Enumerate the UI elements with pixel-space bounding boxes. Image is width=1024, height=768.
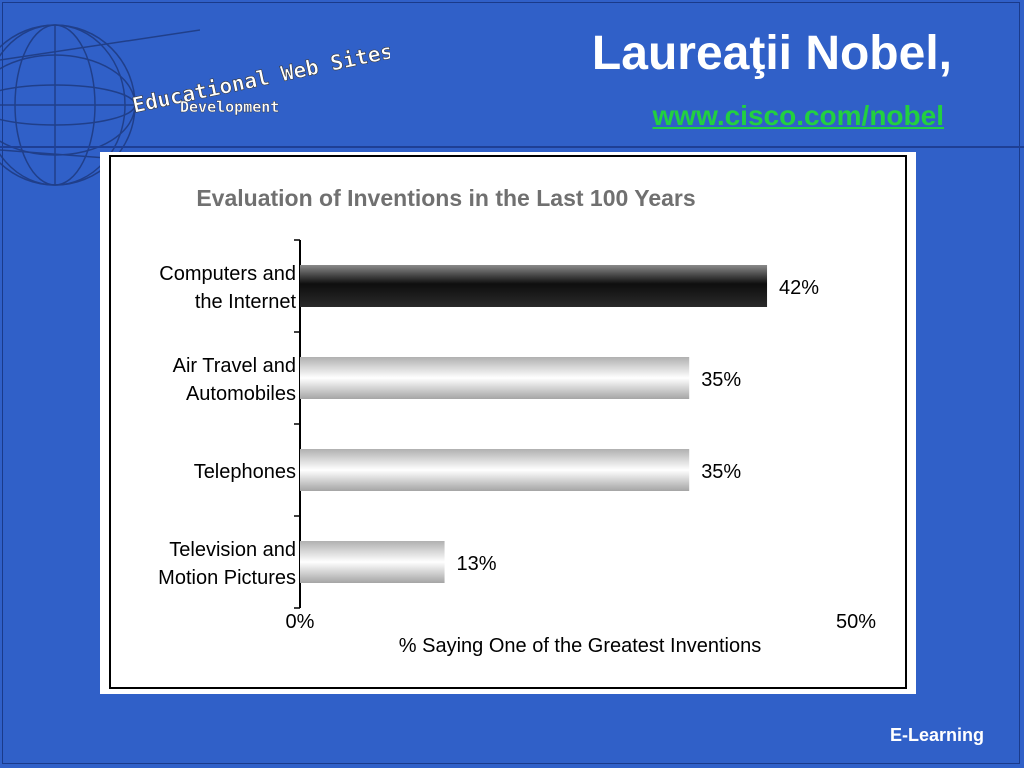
chart-card: Evaluation of Inventions in the Last 100… (100, 152, 916, 694)
bar (300, 265, 768, 307)
chart-frame (109, 155, 907, 689)
bar-value-label: 13% (457, 553, 497, 575)
logo-line2: Development (180, 98, 279, 116)
bar-value-label: 35% (701, 369, 741, 391)
category-label: Automobiles (186, 383, 296, 405)
category-label: Computers and (159, 263, 296, 285)
chart: Evaluation of Inventions in the Last 100… (109, 155, 907, 689)
category-label: the Internet (195, 291, 297, 313)
category-label: Telephones (194, 461, 296, 483)
bar (300, 357, 690, 399)
category-label: Air Travel and (173, 355, 296, 377)
x-tick-label: 0% (286, 611, 315, 633)
x-tick-label: 50% (836, 611, 876, 633)
bar (300, 449, 690, 491)
bar (300, 541, 445, 583)
category-label: Television and (169, 539, 296, 561)
header-rule (0, 146, 1024, 148)
x-axis-label: % Saying One of the Greatest Inventions (399, 635, 761, 657)
logo: Educational Web Sites Development (130, 40, 390, 118)
nobel-link[interactable]: www.cisco.com/nobel (652, 100, 944, 131)
category-label: Motion Pictures (158, 567, 296, 589)
footer-label: E-Learning (889, 725, 984, 745)
chart-title: Evaluation of Inventions in the Last 100… (196, 185, 695, 211)
bar-value-label: 42% (779, 277, 819, 299)
bar-value-label: 35% (701, 461, 741, 483)
slide-title: Laureaţii Nobel, (591, 27, 952, 80)
